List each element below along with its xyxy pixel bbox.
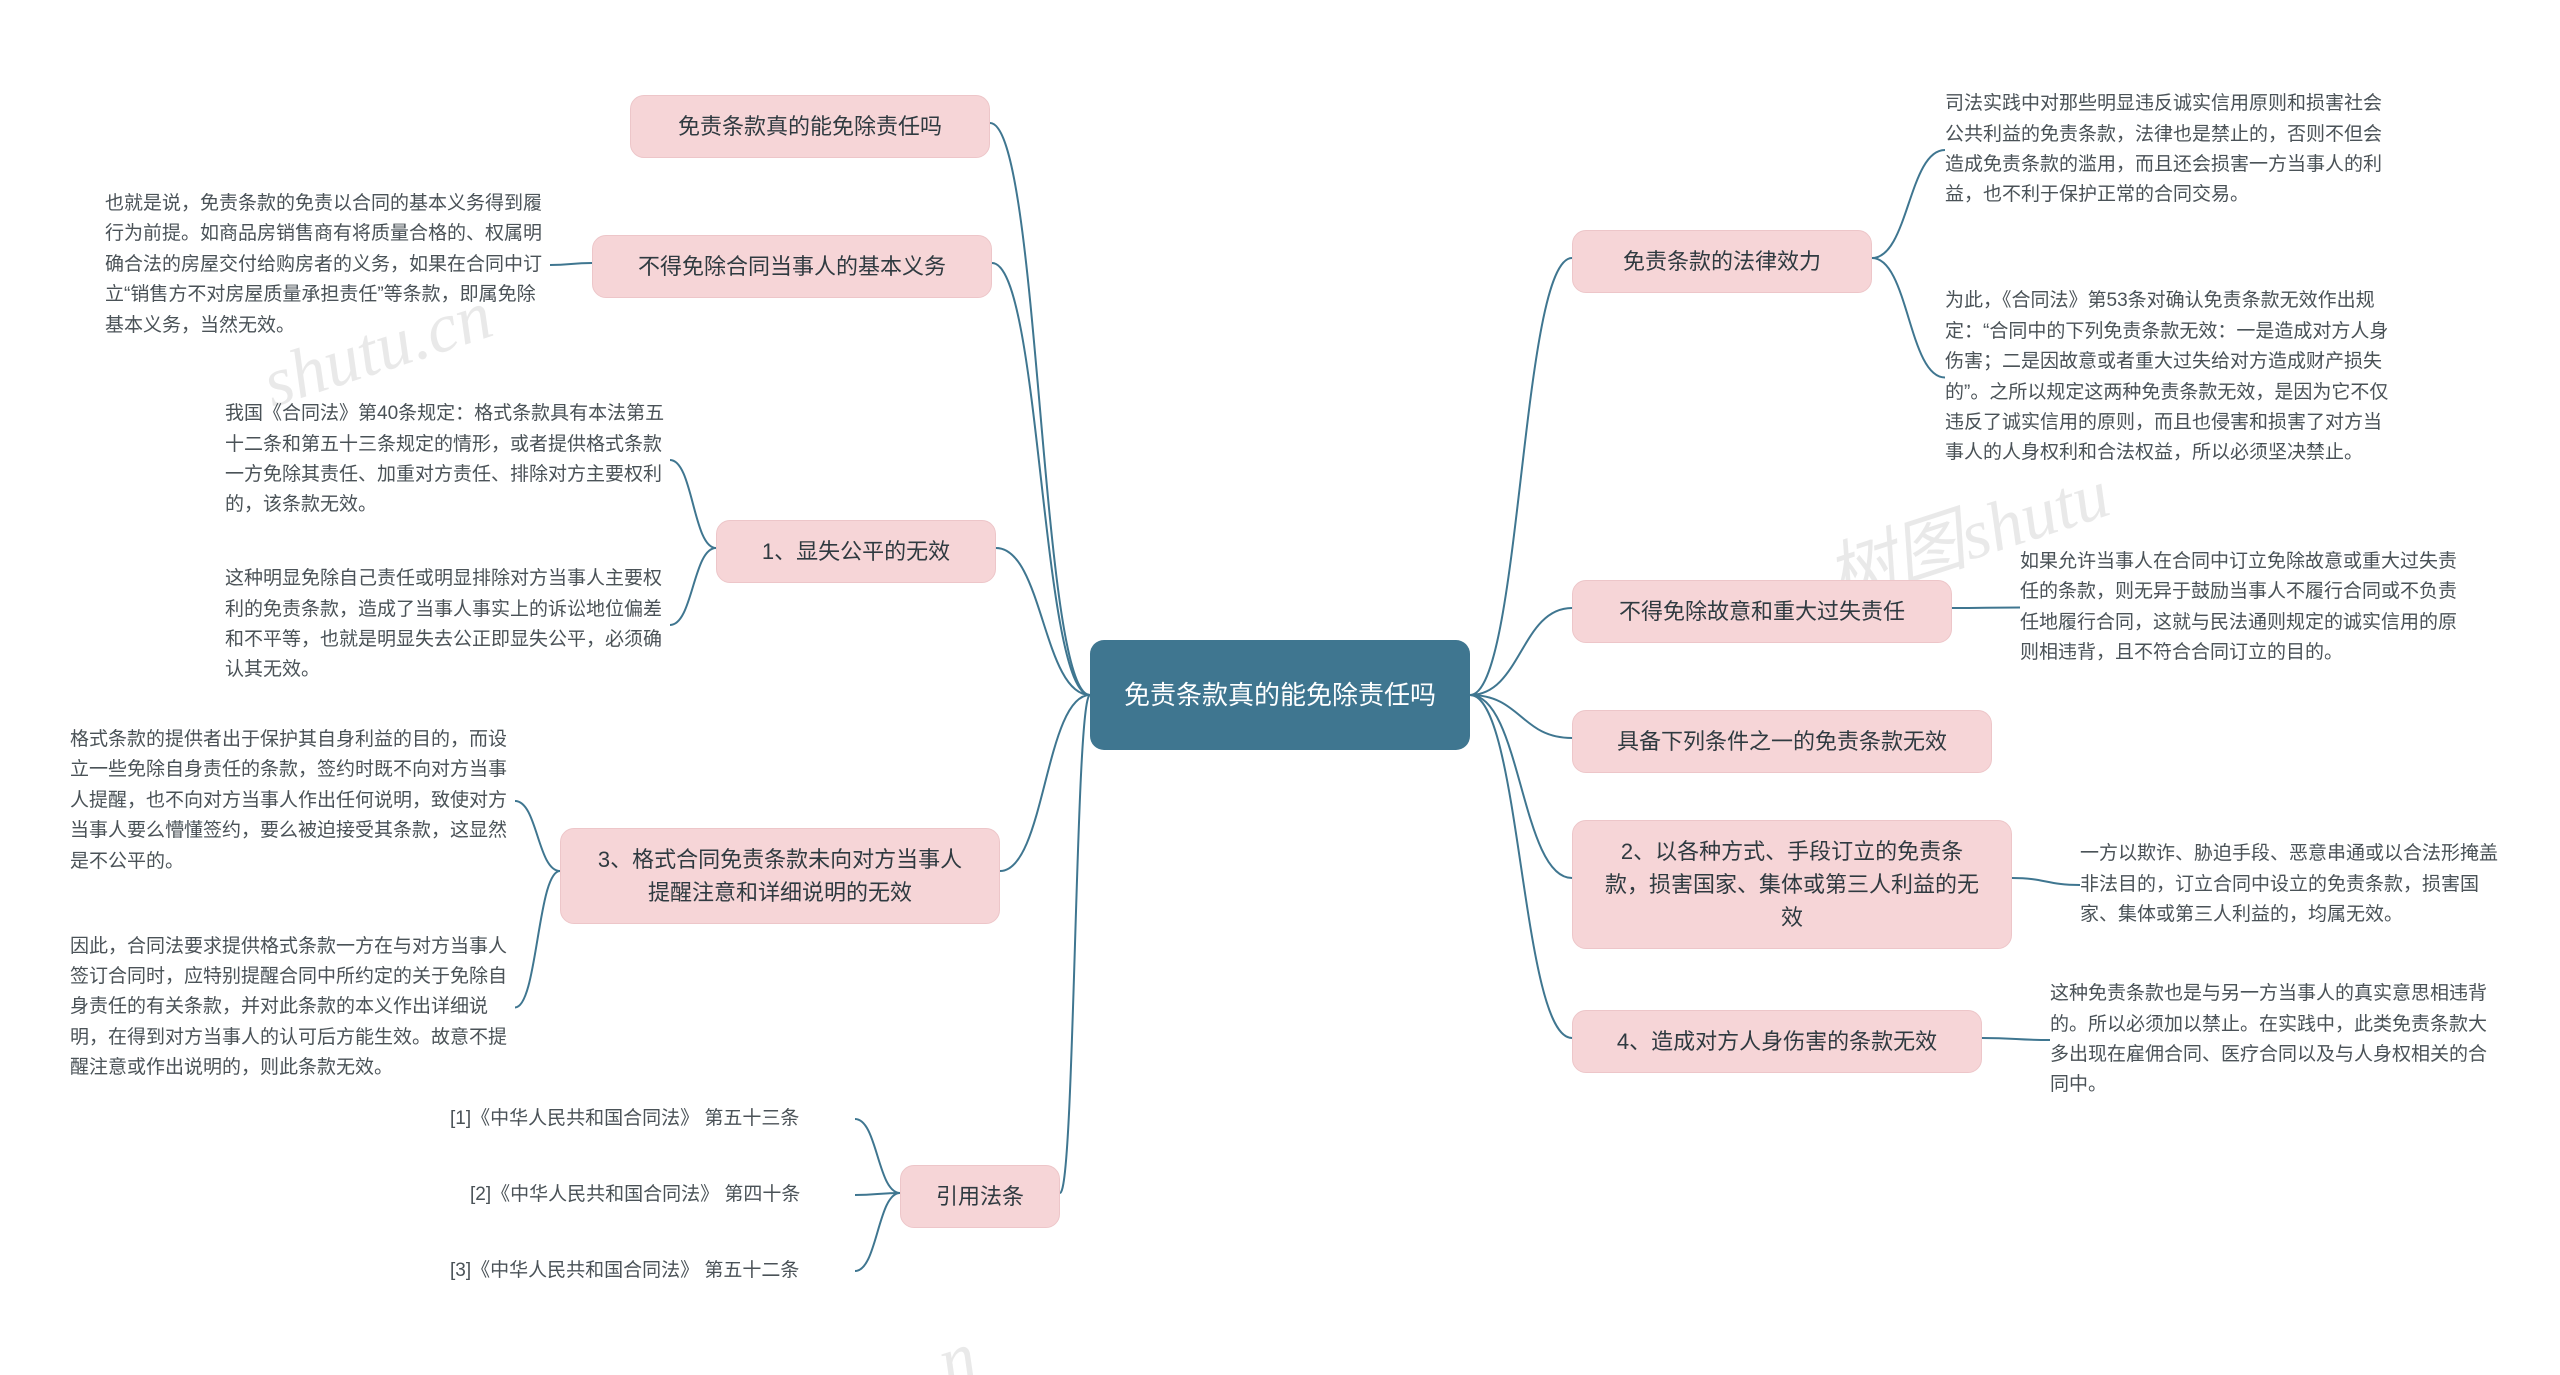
topic-node: 不得免除故意和重大过失责任 xyxy=(1572,580,1952,643)
leaf-text: [1]《中华人民共和国合同法》 第五十三条 xyxy=(450,1102,855,1136)
topic-node: 引用法条 xyxy=(900,1165,1060,1228)
topic-node: 免责条款真的能免除责任吗 xyxy=(630,95,990,158)
leaf-text: 因此，合同法要求提供格式条款一方在与对方当事人签订合同时，应特别提醒合同中所约定… xyxy=(70,910,515,1105)
topic-node: 4、造成对方人身伤害的条款无效 xyxy=(1572,1010,1982,1073)
root-node: 免责条款真的能免除责任吗 xyxy=(1090,640,1470,750)
topic-node: 具备下列条件之一的免责条款无效 xyxy=(1572,710,1992,773)
leaf-text: 为此，《合同法》第53条对确认免责条款无效作出规定：“合同中的下列免责条款无效：… xyxy=(1945,265,2390,490)
watermark: n xyxy=(928,1317,986,1375)
leaf-text: 这种明显免除自己责任或明显排除对方当事人主要权利的免责条款，造成了当事人事实上的… xyxy=(225,560,670,690)
topic-node: 3、格式合同免责条款未向对方当事人提醒注意和详细说明的无效 xyxy=(560,828,1000,924)
leaf-text: 也就是说，免责条款的免责以合同的基本义务得到履行为前提。如商品房销售商有将质量合… xyxy=(105,185,550,345)
leaf-text: 这种免责条款也是与另一方当事人的真实意思相违背的。所以必须加以禁止。在实践中，此… xyxy=(2050,975,2495,1105)
leaf-text: 格式条款的提供者出于保护其自身利益的目的，而设立一些免除自身责任的条款，签约时既… xyxy=(70,720,515,882)
topic-node: 免责条款的法律效力 xyxy=(1572,230,1872,293)
topic-node: 1、显失公平的无效 xyxy=(716,520,996,583)
leaf-text: [3]《中华人民共和国合同法》 第五十二条 xyxy=(450,1254,855,1288)
leaf-text: [2]《中华人民共和国合同法》 第四十条 xyxy=(470,1178,855,1212)
mindmap-canvas: 免责条款真的能免除责任吗shutu.cn树图shutun免责条款真的能免除责任吗… xyxy=(0,0,2560,1375)
leaf-text: 一方以欺诈、胁迫手段、恶意串通或以合法形掩盖非法目的，订立合同中设立的免责条款，… xyxy=(2080,835,2500,935)
topic-node: 2、以各种方式、手段订立的免责条款，损害国家、集体或第三人利益的无效 xyxy=(1572,820,2012,949)
leaf-text: 如果允许当事人在合同中订立免除故意或重大过失责任的条款，则无异于鼓励当事人不履行… xyxy=(2020,525,2465,690)
topic-node: 不得免除合同当事人的基本义务 xyxy=(592,235,992,298)
leaf-text: 我国《合同法》第40条规定：格式条款具有本法第五十二条和第五十三条规定的情形，或… xyxy=(225,395,670,525)
leaf-text: 司法实践中对那些明显违反诚实信用原则和损害社会公共利益的免责条款，法律也是禁止的… xyxy=(1945,70,2390,230)
